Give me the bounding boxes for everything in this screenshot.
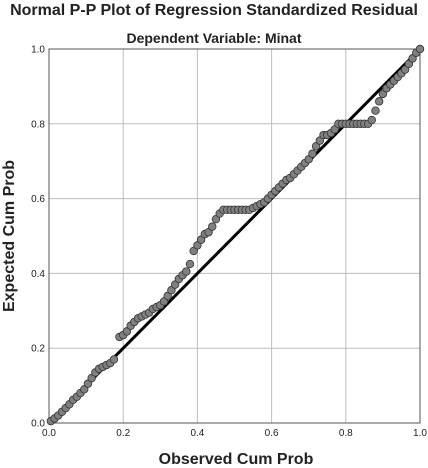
chart-title: Normal P-P Plot of Regression Standardiz… [10, 2, 418, 19]
x-tick-label: 1.0 [413, 428, 427, 439]
y-tick-label: 1.0 [31, 45, 45, 56]
x-tick-label: 0.0 [42, 428, 56, 439]
data-point [374, 97, 384, 106]
x-tick-label: 0.8 [339, 428, 353, 439]
y-tick-label: 0.6 [31, 194, 45, 205]
y-tick-label: 0.4 [31, 269, 45, 280]
grid-lines [49, 49, 420, 423]
data-point [208, 222, 217, 231]
data-points [46, 44, 425, 426]
data-point [415, 44, 425, 54]
y-tick-label: 0.2 [31, 344, 45, 355]
x-tick-labels: 0.0 0.2 0.4 0.6 0.8 1.0 [42, 428, 427, 439]
data-point [109, 355, 119, 364]
data-point [185, 259, 195, 269]
x-tick-label: 0.4 [190, 428, 204, 439]
y-tick-label: 0.0 [31, 419, 45, 430]
y-axis-label: Expected Cum Prob [1, 160, 18, 312]
x-axis-label: Observed Cum Prob [159, 451, 314, 468]
plot-frame [48, 48, 421, 424]
data-point [367, 115, 376, 125]
chart-subtitle: Dependent Variable: Minat [126, 30, 301, 46]
y-tick-labels: 0.0 0.2 0.4 0.6 0.8 1.0 [31, 45, 45, 430]
data-point [371, 106, 380, 115]
x-tick-label: 0.2 [116, 428, 130, 439]
plot-area [46, 44, 425, 426]
data-point [308, 149, 317, 158]
data-point [182, 267, 191, 276]
y-tick-label: 0.8 [31, 119, 45, 130]
x-tick-label: 0.6 [265, 428, 279, 439]
